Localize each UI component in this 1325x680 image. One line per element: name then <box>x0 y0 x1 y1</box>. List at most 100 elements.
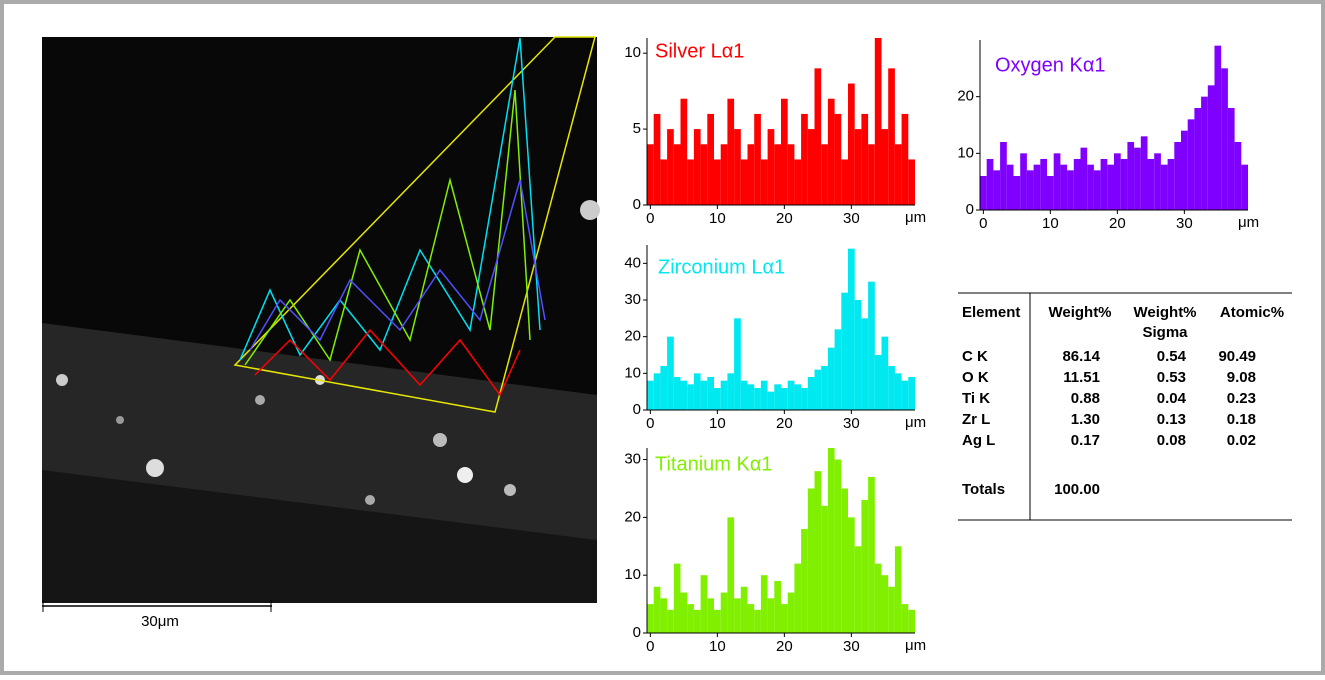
bar <box>1147 159 1155 210</box>
bar <box>874 355 882 410</box>
bar <box>1214 45 1222 210</box>
column-header: Atomic% <box>1220 304 1284 321</box>
bar <box>1181 130 1188 210</box>
x-tick-label: 0 <box>646 638 654 655</box>
chart-title: Silver Lα1 <box>655 40 744 62</box>
bar <box>1053 153 1061 210</box>
bar <box>827 448 835 633</box>
bar <box>667 129 674 205</box>
table-cell: 0.18 <box>1227 411 1256 428</box>
bar <box>760 159 768 205</box>
bar <box>881 336 889 410</box>
bar <box>794 384 802 410</box>
bar <box>807 377 815 410</box>
x-tick-label: 30 <box>843 638 860 655</box>
bar <box>814 369 822 410</box>
bar <box>881 575 889 633</box>
bar <box>901 604 909 633</box>
bar <box>714 609 721 633</box>
bar <box>787 380 795 410</box>
table-cell: 0.54 <box>1157 348 1187 365</box>
bar <box>707 598 714 633</box>
bar <box>807 129 815 205</box>
y-tick-label: 20 <box>624 328 641 345</box>
y-tick-label: 0 <box>633 196 641 213</box>
bar <box>1140 136 1148 210</box>
bar <box>687 604 694 633</box>
bar <box>807 488 815 633</box>
bar <box>794 563 802 633</box>
bar <box>848 83 855 205</box>
bar <box>740 380 748 410</box>
bar <box>673 377 681 410</box>
bar <box>754 388 761 410</box>
bar <box>861 500 869 633</box>
bar <box>841 488 848 633</box>
bar <box>740 586 748 633</box>
table-cell: 0.04 <box>1157 390 1187 407</box>
table-cell: Ti K <box>962 390 990 407</box>
bar <box>894 546 902 633</box>
bar <box>1026 170 1034 210</box>
bar <box>693 609 701 633</box>
bar <box>1221 68 1228 210</box>
bar <box>787 144 795 205</box>
bar <box>747 604 755 633</box>
bar <box>993 170 1001 210</box>
table-cell: 0.08 <box>1157 432 1186 449</box>
bar <box>861 113 869 205</box>
bar <box>1047 176 1054 210</box>
bar <box>774 580 781 633</box>
column-subheader: Sigma <box>1142 324 1188 341</box>
chart-title: Zirconium Lα1 <box>658 256 785 278</box>
bar <box>888 586 895 633</box>
bar <box>848 517 855 633</box>
bar <box>734 598 741 633</box>
bar <box>1087 164 1094 210</box>
chart-title: Titanium Kα1 <box>655 453 773 475</box>
bar <box>1073 159 1081 210</box>
y-tick-label: 10 <box>957 144 974 161</box>
bar <box>814 471 822 633</box>
bar <box>747 144 755 205</box>
y-tick-label: 0 <box>633 624 641 641</box>
table-total: Totals <box>962 481 1005 498</box>
bar <box>700 144 708 205</box>
bar <box>707 113 714 205</box>
table-cell: 11.51 <box>1063 369 1100 386</box>
y-tick-label: 10 <box>624 364 641 381</box>
bar <box>754 113 761 205</box>
bar <box>720 144 728 205</box>
bar <box>980 176 987 210</box>
y-tick-label: 0 <box>633 401 641 418</box>
x-axis-label: μm <box>1238 214 1259 231</box>
column-header: Weight% <box>1133 304 1196 321</box>
bar <box>1033 164 1041 210</box>
x-tick-label: 10 <box>709 415 726 432</box>
bar <box>1160 164 1168 210</box>
bar <box>1127 142 1135 210</box>
table-cell: 0.13 <box>1157 411 1186 428</box>
bar <box>714 159 721 205</box>
bar <box>680 98 688 205</box>
table-cell: 90.49 <box>1218 348 1256 365</box>
bar <box>1187 119 1195 210</box>
y-tick-label: 30 <box>624 291 641 308</box>
bar <box>653 373 661 410</box>
y-tick-label: 5 <box>633 120 641 137</box>
bar <box>1000 142 1007 210</box>
bar <box>1207 85 1215 210</box>
bar <box>667 336 674 410</box>
bar <box>647 144 654 205</box>
bar <box>727 373 735 410</box>
y-tick-label: 30 <box>624 451 641 468</box>
x-tick-label: 20 <box>1109 215 1126 232</box>
bar <box>1100 159 1108 210</box>
bar <box>1060 164 1068 210</box>
bar <box>700 380 708 410</box>
y-tick-label: 10 <box>624 44 641 61</box>
bar <box>821 144 828 205</box>
bar <box>827 98 835 205</box>
bar <box>908 159 915 205</box>
bar <box>647 604 654 633</box>
